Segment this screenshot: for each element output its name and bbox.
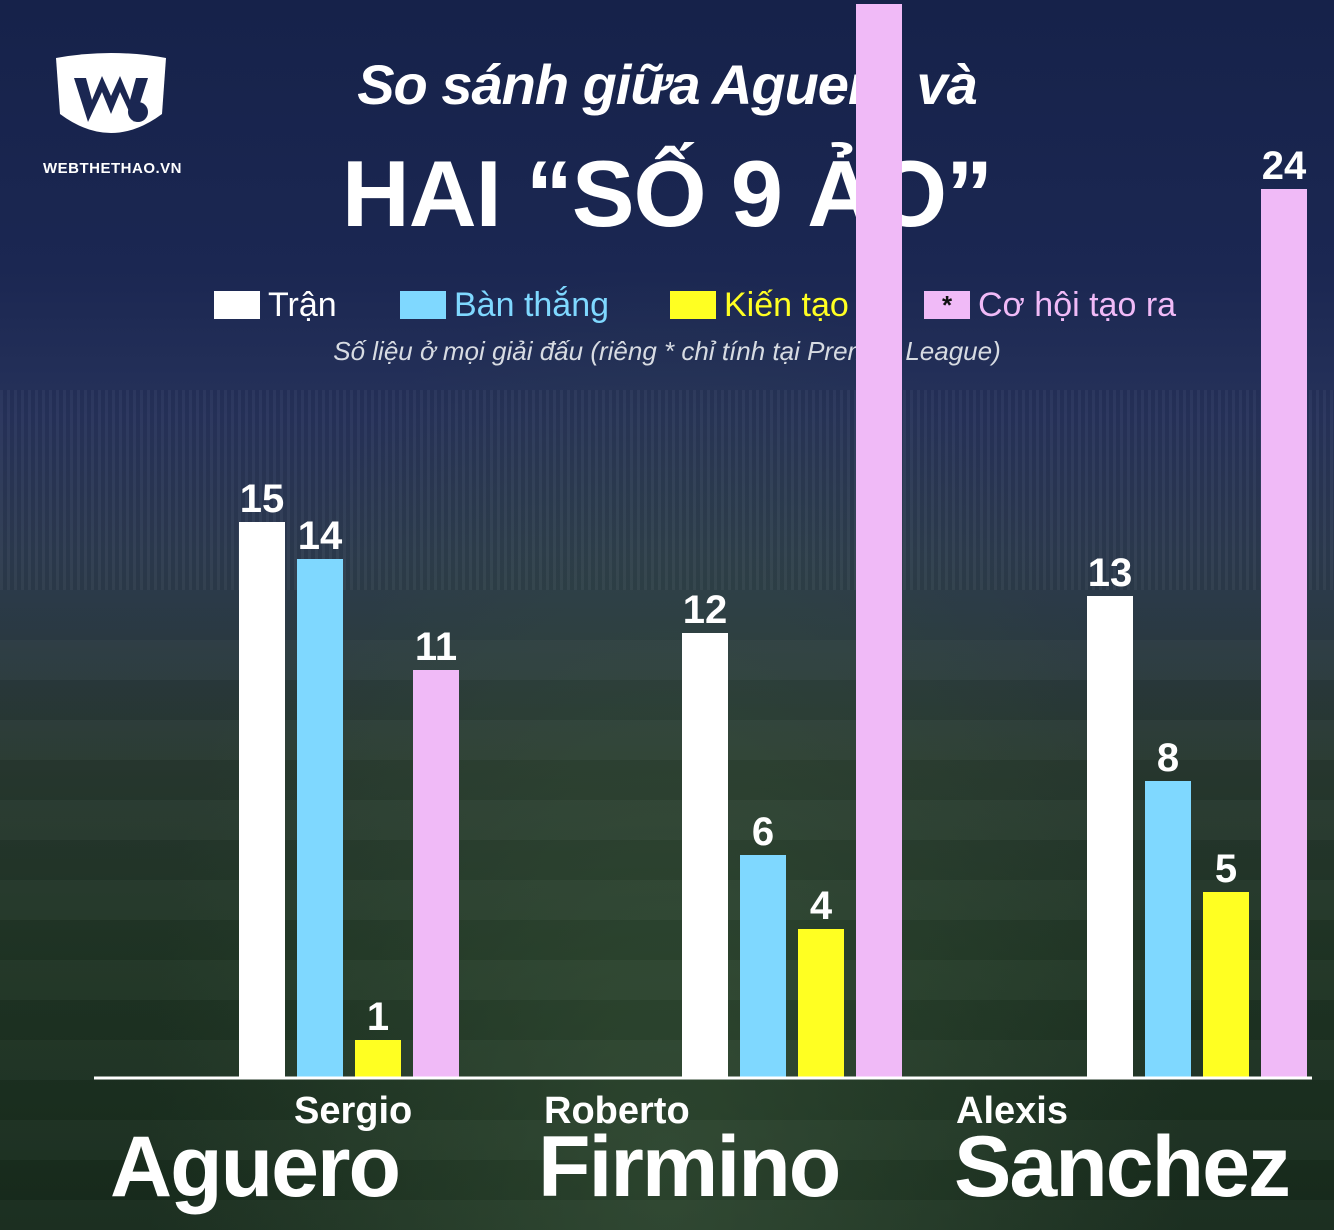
bar-firmino-matches [682, 633, 728, 1077]
legend-swatch-goals [400, 291, 446, 319]
value-label-aguero-chances: 11 [415, 625, 457, 669]
legend-item-assists: Kiến tạo [670, 282, 849, 328]
legend: Trận Bàn thắng Kiến tạo * Cơ hội tạo ra [0, 282, 1334, 332]
logo-shield-icon [56, 53, 166, 133]
bar-sanchez-assists [1203, 892, 1249, 1077]
legend-item-chances: * Cơ hội tạo ra [924, 282, 1176, 328]
bar-firmino-chances [856, 4, 902, 1077]
legend-swatch-matches [214, 291, 260, 319]
background-stands [0, 390, 1334, 590]
brand-logo: WEBTHETHAO.VN [30, 52, 195, 182]
player-last-name-firmino: Firmino [538, 1119, 841, 1215]
player-first-name-firmino: Roberto [544, 1090, 690, 1132]
player-last-name-sanchez: Sanchez [954, 1119, 1291, 1215]
bar-sanchez-matches [1087, 596, 1133, 1077]
value-label-sanchez-goals: 8 [1157, 736, 1179, 780]
player-first-name-sanchez: Alexis [956, 1090, 1068, 1132]
bar-aguero-assists [355, 1040, 401, 1077]
legend-label-matches: Trận [268, 285, 337, 324]
logo-text: WEBTHETHAO.VN [43, 160, 182, 177]
legend-swatch-chances: * [924, 291, 970, 319]
value-label-sanchez-matches: 13 [1088, 551, 1133, 595]
legend-swatch-assists [670, 291, 716, 319]
value-label-sanchez-assists: 5 [1215, 847, 1237, 891]
player-last-name-aguero: Aguero [110, 1119, 401, 1215]
bar-sanchez-goals [1145, 781, 1191, 1077]
value-label-firmino-assists: 4 [810, 884, 833, 928]
legend-item-goals: Bàn thắng [400, 282, 609, 328]
value-label-firmino-chances: 29 [857, 0, 902, 3]
bar-firmino-goals [740, 855, 786, 1077]
bar-firmino-assists [798, 929, 844, 1077]
value-label-sanchez-chances: 24 [1262, 144, 1307, 188]
bar-sanchez-chances [1261, 189, 1307, 1077]
legend-item-matches: Trận [214, 282, 337, 328]
value-label-aguero-goals: 14 [298, 514, 343, 558]
bar-aguero-matches [239, 522, 285, 1077]
bar-aguero-chances [413, 670, 459, 1077]
legend-label-chances: Cơ hội tạo ra [978, 285, 1177, 324]
value-label-firmino-goals: 6 [752, 810, 774, 854]
value-label-firmino-matches: 12 [683, 588, 728, 632]
bar-aguero-goals [297, 559, 343, 1077]
value-label-aguero-assists: 1 [367, 995, 389, 1039]
legend-label-goals: Bàn thắng [454, 285, 610, 324]
value-label-aguero-matches: 15 [240, 477, 285, 521]
player-first-name-aguero: Sergio [294, 1090, 413, 1132]
legend-label-assists: Kiến tạo [724, 285, 849, 324]
